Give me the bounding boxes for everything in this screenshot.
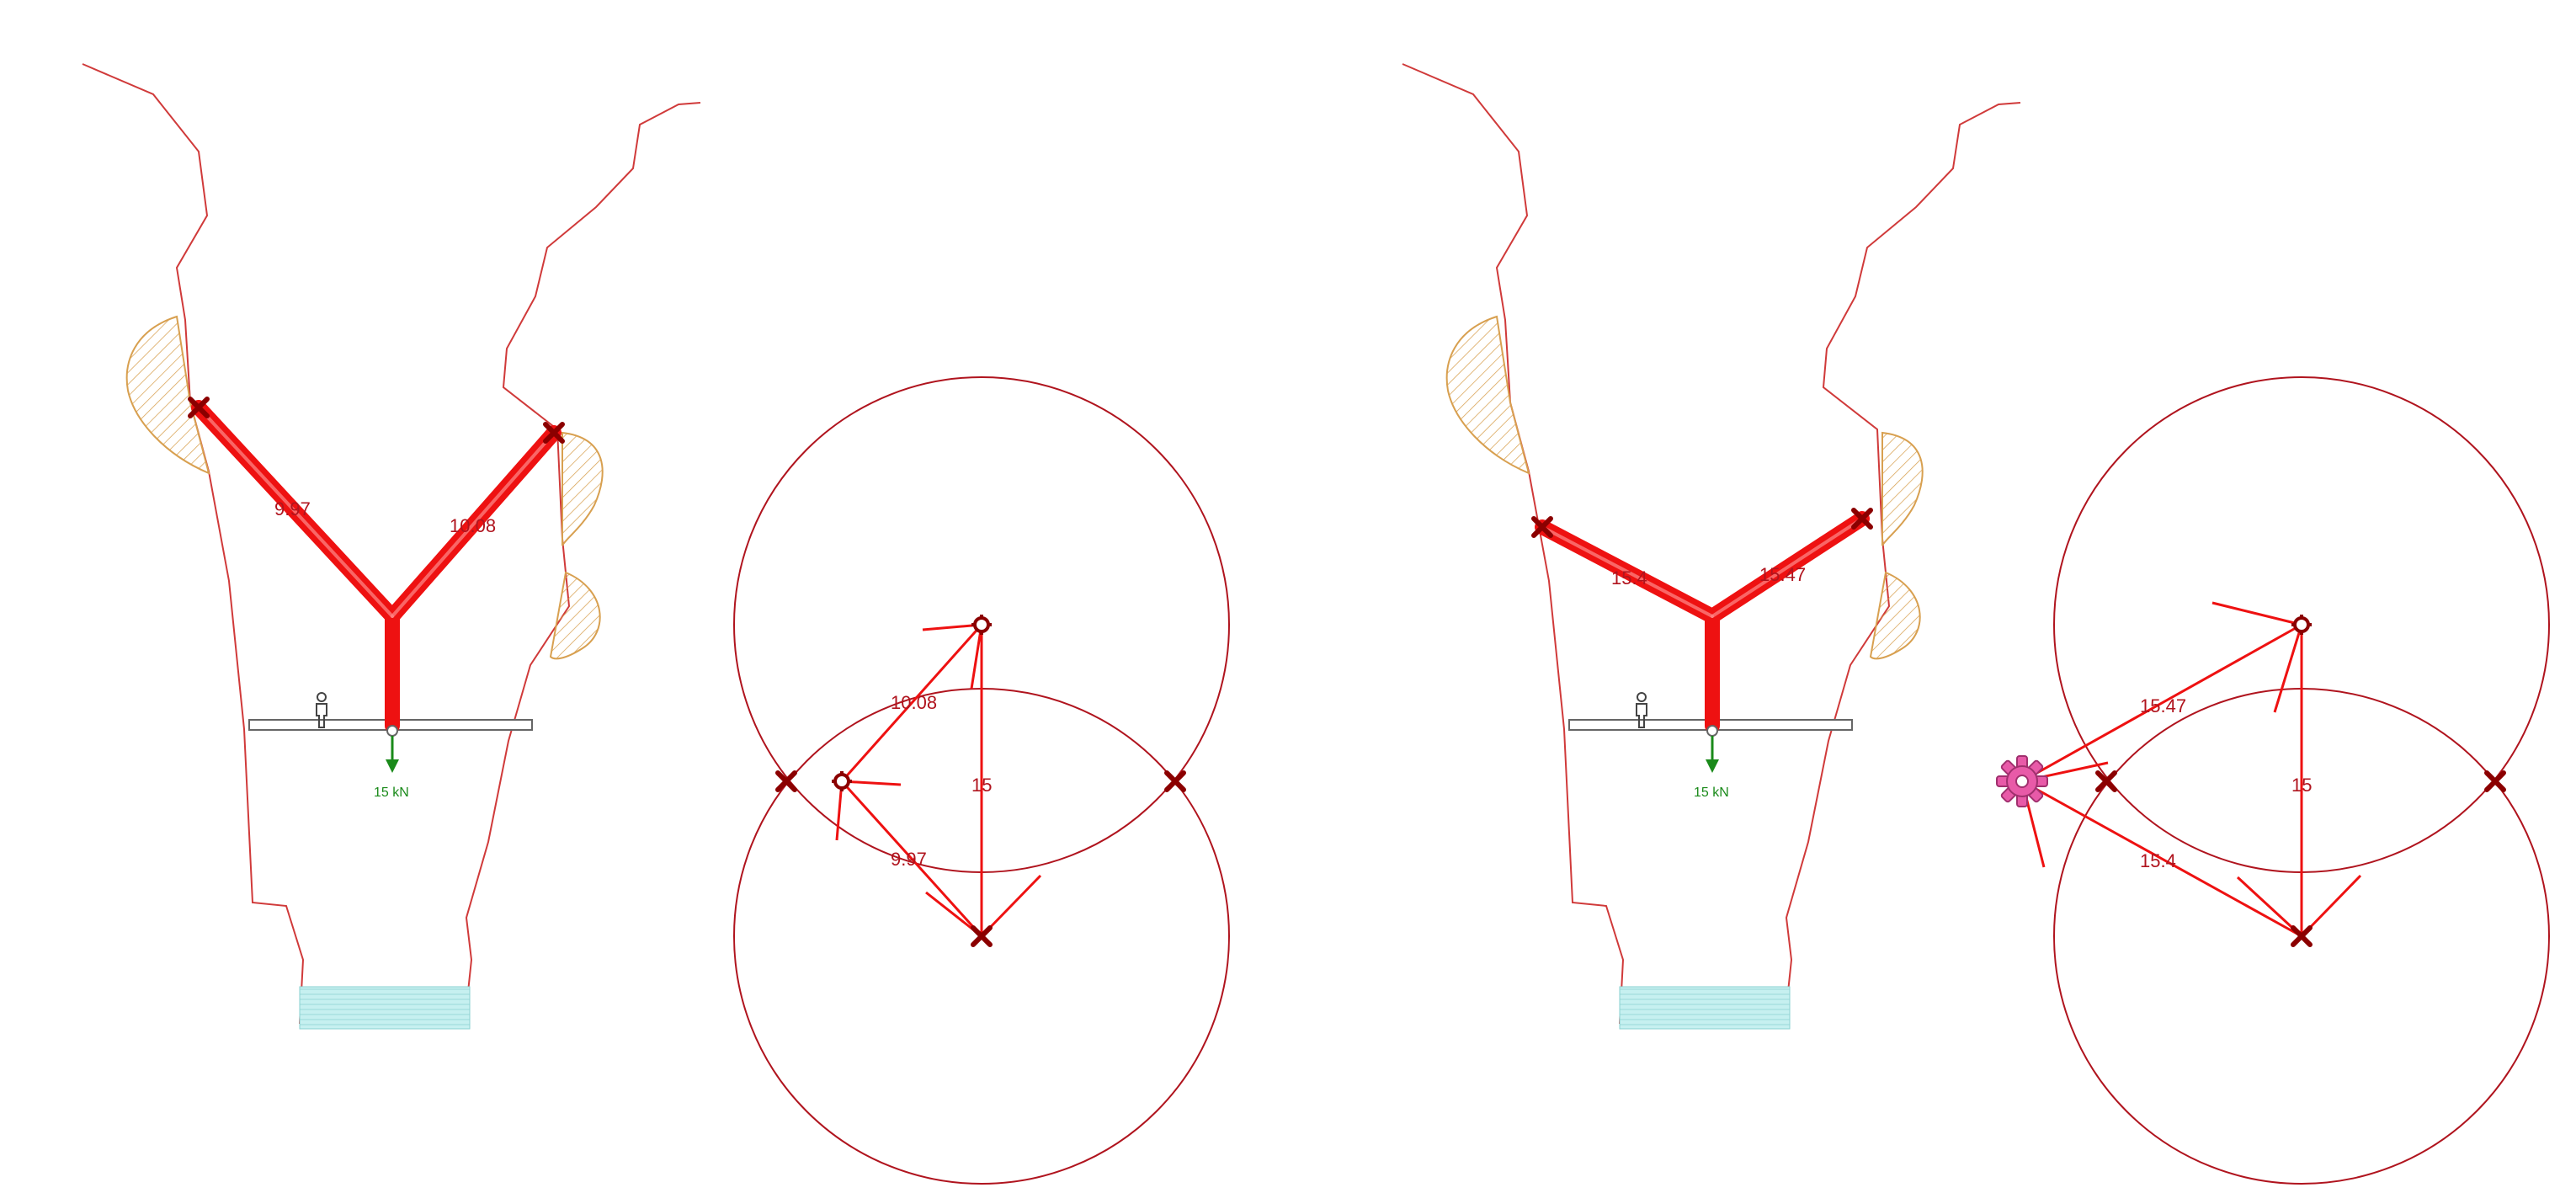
left-rigging-scene: 9.97 10.08 15 kN: [82, 64, 700, 1029]
water-pool: [1620, 987, 1790, 1029]
y-hang-members: [199, 407, 554, 726]
cross-anchor-icon: [2487, 773, 2504, 790]
right-rope-label-right: 15.47: [1759, 564, 1806, 585]
right-rock-hatch-upper: [1882, 433, 1923, 546]
arrow-down-icon: [1706, 736, 1719, 773]
right-rigging-scene: 15.4 15.47 15 kN: [1402, 64, 2020, 1029]
right-rock-hatch-upper: [562, 433, 603, 546]
left-vector-label-load: 15: [971, 775, 992, 796]
left-vector-label-upper: 10.08: [891, 692, 937, 713]
right-rock-hatch-lower: [1871, 573, 1920, 658]
left-rock-hatch: [1447, 317, 1529, 473]
gear-flower-warning-icon: [1997, 756, 2047, 807]
water-pool: [300, 987, 470, 1029]
right-vector-label-upper: 15.47: [2140, 695, 2186, 716]
right-vector-label-load: 15: [2291, 775, 2312, 796]
arrow-down-icon: [386, 736, 399, 773]
right-cliff-outline: [465, 103, 700, 1024]
right-force-vector-diagram: 15.47 15.4 15: [1997, 377, 2549, 1184]
cross-anchor-icon: [1167, 773, 1184, 790]
node-ring-icon: [2291, 615, 2312, 635]
left-rope-label-right: 10.08: [450, 515, 496, 536]
right-cliff-outline: [1785, 103, 2020, 1024]
left-force-vector-diagram: 10.08 9.97 15: [734, 377, 1229, 1184]
right-vector-label-lower: 15.4: [2140, 850, 2176, 871]
left-cliff-outline: [82, 64, 303, 1024]
left-load-label: 15 kN: [374, 786, 409, 800]
y-hang-members: [1542, 519, 1862, 726]
right-rock-hatch-lower: [551, 573, 600, 658]
left-rock-hatch: [127, 317, 209, 473]
left-rope-label-left: 9.97: [274, 498, 311, 519]
left-vector-label-lower: 9.97: [891, 849, 927, 870]
right-rope-label-left: 15.4: [1611, 567, 1647, 589]
right-load-label: 15 kN: [1694, 786, 1729, 800]
